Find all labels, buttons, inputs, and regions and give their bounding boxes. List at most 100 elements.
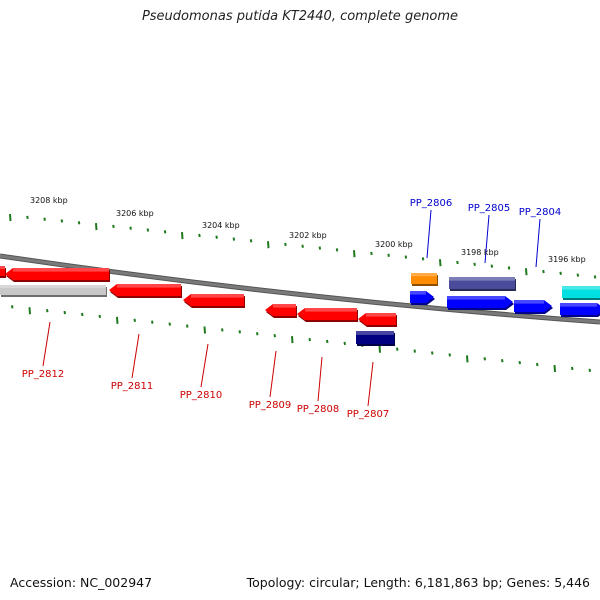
outer-scale-tick: [318, 246, 322, 250]
scale-label: 3206 kbp: [116, 209, 154, 218]
gene-leader-line: [200, 343, 209, 388]
outer-scale-tick: [593, 275, 597, 279]
gene-feature-reverse: [297, 308, 358, 322]
outer-scale-tick: [301, 244, 304, 248]
outer-scale-tick: [490, 264, 494, 268]
gene-feature-body: [449, 277, 515, 289]
label-layer: 3208 kbp 3206 kbp 3204 kbp 3202 kbp 3200 kbp…: [22, 196, 586, 420]
inner-scale-tick: [326, 339, 329, 344]
scale-label: 3198 kbp: [461, 248, 499, 257]
gene-leader-line: [426, 209, 432, 259]
inner-scale-tick: [133, 318, 136, 322]
gene-feature-reverse: [5, 268, 110, 282]
outer-scale-tick: [370, 251, 373, 256]
gene-feature-reverse: [356, 331, 395, 346]
scale-label: 3202 kbp: [289, 231, 327, 240]
inner-scale-tick: [448, 353, 451, 357]
gene-feature-highlight: [0, 285, 106, 288]
inner-scale-tick: [46, 309, 49, 313]
backbone-layer: [0, 253, 600, 325]
gene-feature-highlight: [560, 303, 597, 307]
outer-scale-tick: [181, 232, 184, 240]
outer-scale-tick: [387, 253, 390, 257]
gene-feature-highlight: [273, 304, 296, 308]
accession-text: Accession: NC_002947: [10, 575, 153, 590]
gene-feature-forward: [447, 296, 514, 310]
inner-scale-tick: [553, 364, 556, 373]
gene-feature-body: [0, 285, 106, 295]
gene-feature-body: [560, 303, 600, 315]
gene-feature-highlight: [514, 300, 544, 304]
genome-summary-text: Topology: circular; Length: 6,181,863 bp…: [246, 575, 590, 590]
outer-scale-tick: [146, 228, 150, 232]
outer-scale-tick: [473, 262, 476, 266]
outer-scale-tick: [95, 223, 98, 231]
gene-feature-highlight: [562, 286, 600, 290]
tick-layer: [9, 213, 597, 373]
inner-scale-tick: [203, 326, 206, 334]
gene-feature-highlight: [117, 284, 181, 288]
gene-feature-highlight: [366, 313, 396, 317]
gene-leader-line: [269, 350, 277, 398]
inner-scale-tick: [63, 310, 66, 315]
inner-scale-tick: [256, 332, 259, 336]
inner-scale-tick: [378, 345, 381, 353]
gene-feature-forward: [562, 286, 600, 300]
gene-label-reverse: PP_2811: [111, 381, 154, 392]
gene-feature-body: [447, 296, 513, 308]
gene-label-reverse: PP_2808: [297, 404, 340, 415]
gene-label-reverse: PP_2810: [180, 390, 223, 401]
gene-feature-reverse: [109, 284, 182, 298]
gene-feature-highlight: [410, 291, 426, 295]
outer-scale-tick: [267, 241, 270, 249]
inner-scale-tick: [28, 307, 31, 315]
outer-scale-tick: [215, 235, 218, 239]
gene-feature-highlight: [356, 331, 394, 335]
inner-scale-tick: [11, 305, 14, 309]
outer-scale-tick: [421, 257, 425, 261]
gene-feature-forward: [560, 303, 600, 317]
outer-scale-tick: [43, 217, 46, 221]
outer-scale-tick: [404, 255, 408, 259]
gene-feature-reverse: [0, 266, 6, 278]
scale-label: 3208 kbp: [30, 196, 68, 205]
outer-scale-tick: [507, 266, 511, 270]
gene-feature-reverse: [358, 313, 397, 327]
inner-scale-tick: [168, 322, 171, 326]
inner-scale-tick: [396, 347, 399, 351]
inner-scale-tick: [98, 314, 101, 319]
outer-scale-tick: [353, 250, 356, 258]
gene-leader-line: [367, 361, 374, 407]
gene-feature-body: [562, 286, 600, 298]
gene-leader-line: [42, 321, 51, 367]
outer-scale-tick: [335, 248, 339, 252]
gene-feature-highlight: [305, 308, 357, 312]
page-title: Pseudomonas putida KT2440, complete geno…: [141, 9, 459, 24]
leader-layer: [42, 209, 541, 407]
outer-scale-tick: [77, 221, 81, 225]
outer-scale-tick: [456, 260, 459, 265]
feature-layer: [0, 266, 600, 346]
outer-scale-tick: [26, 215, 29, 220]
gene-feature-body: [411, 273, 437, 284]
scale-label: 3196 kbp: [548, 255, 586, 264]
backbone-line: [0, 254, 600, 324]
outer-scale-tick: [559, 271, 562, 276]
inner-scale-tick: [501, 359, 504, 363]
outer-scale-tick: [542, 269, 545, 274]
outer-scale-tick: [129, 226, 132, 230]
inner-scale-tick: [238, 330, 241, 334]
gene-feature-body: [265, 304, 296, 316]
outer-scale-tick: [232, 237, 236, 241]
inner-scale-tick: [186, 324, 189, 328]
gene-feature-body: [356, 331, 394, 344]
inner-scale-tick: [81, 312, 84, 317]
gene-feature-forward: [514, 300, 553, 314]
inner-scale-tick: [518, 360, 521, 365]
inner-scale-tick: [291, 336, 294, 344]
outer-scale-tick: [576, 273, 580, 277]
gene-feature-body: [410, 291, 434, 303]
gene-feature-body: [514, 300, 552, 312]
gene-feature-body: [297, 308, 357, 320]
